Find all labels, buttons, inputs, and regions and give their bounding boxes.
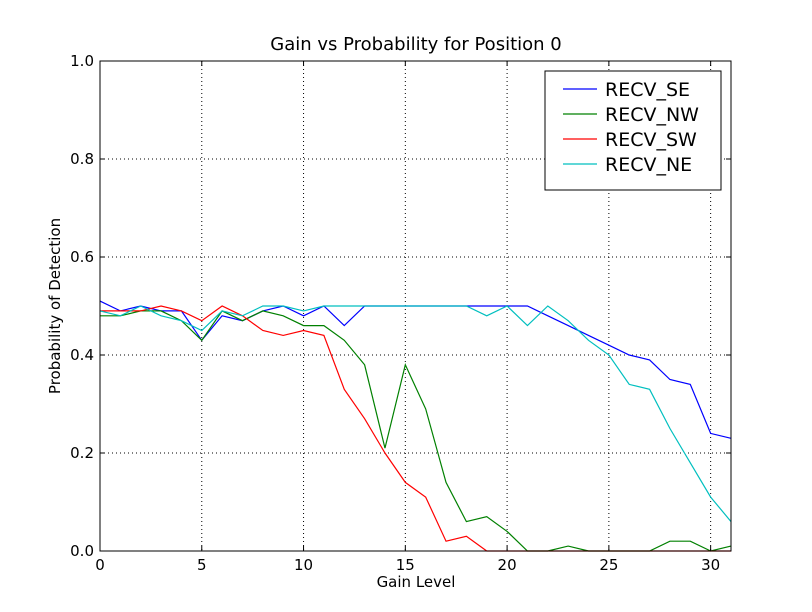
legend: RECV_SE RECV_NW RECV_SW RECV_NE — [544, 70, 722, 191]
y-tick-label: 0.2 — [70, 444, 94, 462]
legend-label-recv-se: RECV_SE — [605, 79, 690, 101]
plot-frame — [99, 60, 732, 552]
y-tick-label: 1.0 — [70, 52, 94, 70]
x-tick-label: 25 — [599, 556, 618, 574]
legend-label-recv-sw: RECV_SW — [605, 129, 697, 151]
x-tick-label: 30 — [701, 556, 720, 574]
x-tick-label: 0 — [95, 556, 105, 574]
y-tick-label: 0.6 — [70, 248, 94, 266]
chart-title: Gain vs Probability for Position 0 — [270, 34, 561, 55]
series-line-recv-ne — [99, 305, 732, 522]
x-tick-label: 15 — [396, 556, 415, 574]
y-axis-label: Probability of Detection — [46, 218, 64, 394]
x-axis-label: Gain Level — [377, 573, 456, 591]
x-tick-label: 5 — [197, 556, 207, 574]
y-tick-label: 0.8 — [70, 150, 94, 168]
y-tick-label: 0.4 — [70, 346, 94, 364]
legend-label-recv-ne: RECV_NE — [605, 154, 692, 176]
tick-labels: 0 5 10 15 20 25 30 0.0 0.2 0.4 0.6 0.8 1.0 — [70, 52, 720, 574]
x-tick-label: 20 — [498, 556, 517, 574]
legend-box — [544, 70, 722, 191]
x-tick-label: 10 — [294, 556, 313, 574]
legend-label-recv-nw: RECV_NW — [605, 104, 699, 126]
ticks — [99, 60, 731, 552]
y-tick-label: 0.0 — [70, 542, 94, 560]
